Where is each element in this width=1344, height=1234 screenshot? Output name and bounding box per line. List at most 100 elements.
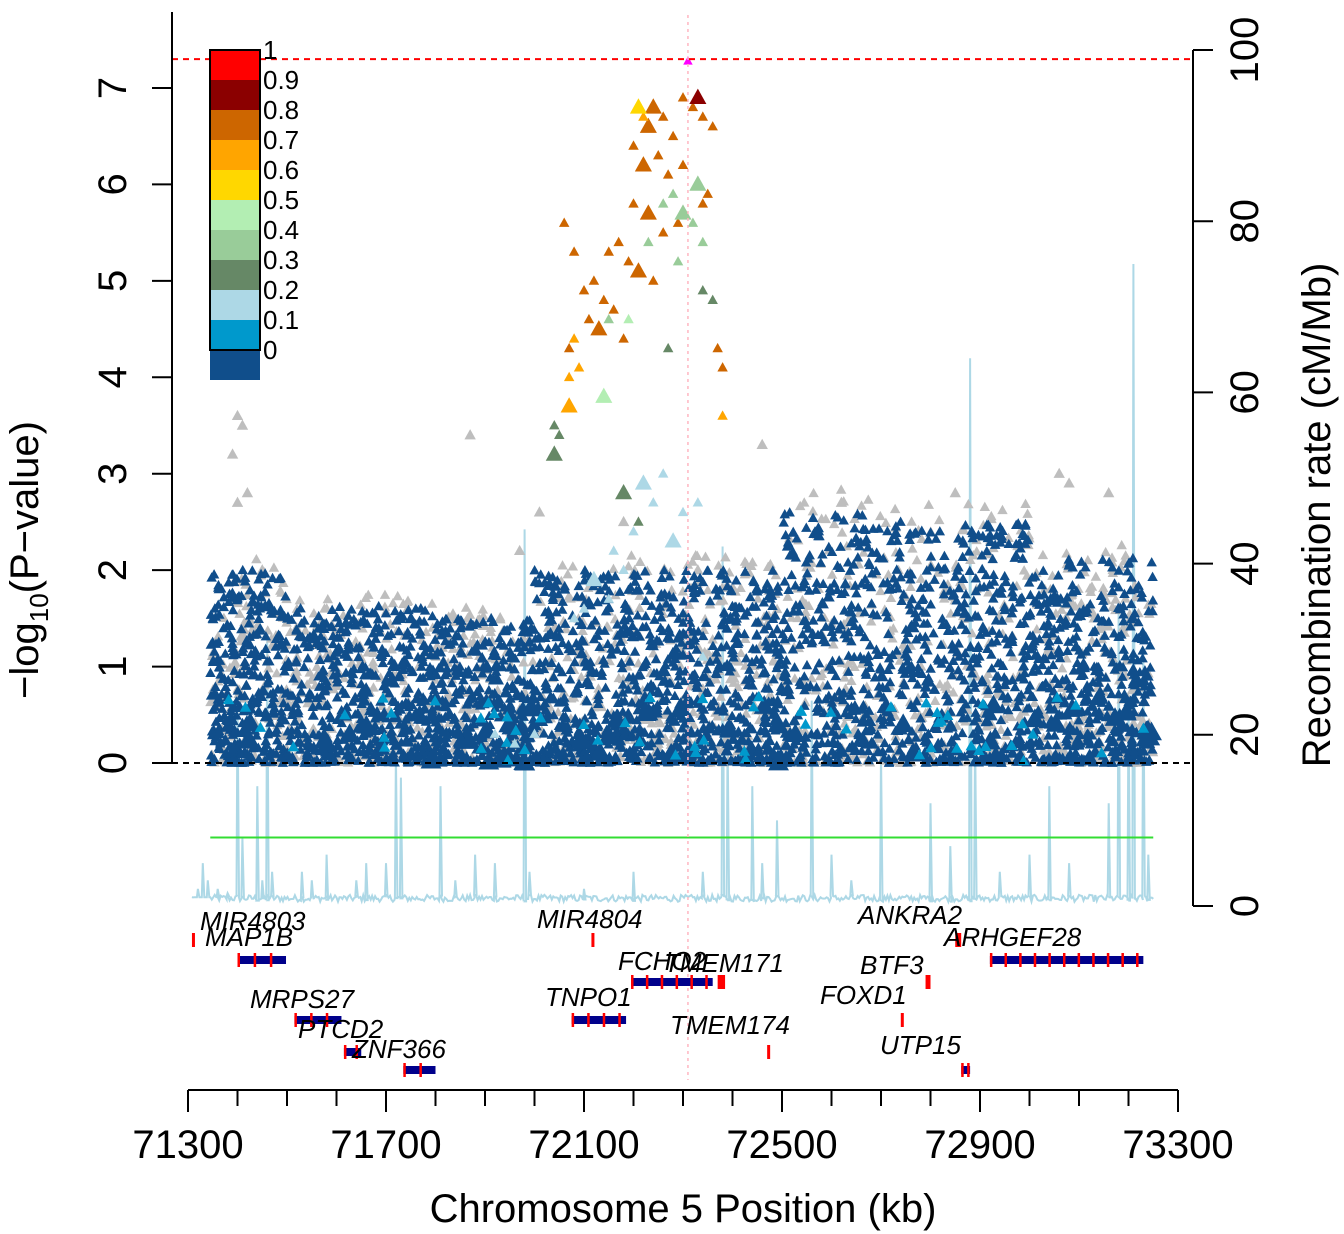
snp-point-r2-0 xyxy=(290,657,302,667)
snp-point-r2-0 xyxy=(514,751,536,771)
snp-point-r2-0 xyxy=(444,707,455,717)
snp-point-r2-0 xyxy=(438,684,450,695)
snp-point-r2-0 xyxy=(700,617,712,627)
snp-point-r2-0 xyxy=(1067,634,1079,644)
snp-point-r2-0 xyxy=(885,717,896,727)
snp-point-r2-0 xyxy=(558,711,569,721)
snp-point-r2-0 xyxy=(967,527,978,538)
snp-point-r2-0 xyxy=(1062,645,1073,656)
snp-point-r2-0 xyxy=(237,729,259,749)
snp-point-r2-0 xyxy=(559,618,571,628)
snp-point-r2-0 xyxy=(1061,618,1072,628)
snp-point-r2-0 xyxy=(348,614,360,624)
snp-point-r2-0 xyxy=(273,573,285,584)
snp-point-r2-0 xyxy=(1107,746,1118,756)
snp-point-r2-missing xyxy=(808,487,819,498)
snp-point-r2-0 xyxy=(436,745,447,755)
snp-point-r2-0 xyxy=(858,683,869,694)
snp-point-r2-missing xyxy=(328,683,339,694)
snp-point-r2-0 xyxy=(249,669,261,679)
snp-point-r2-0 xyxy=(891,645,902,655)
snp-point-r2-0 xyxy=(953,638,964,648)
snp-point-r2-0.1 xyxy=(378,731,390,742)
snp-point-r2-0 xyxy=(880,606,892,617)
snp-point-r2-0 xyxy=(1133,580,1144,590)
snp-point-r2-0 xyxy=(867,523,879,533)
snp-point-r2-0 xyxy=(282,687,293,698)
snp-point-r2-0 xyxy=(802,567,813,578)
snp-point-r2-0 xyxy=(1094,672,1105,682)
snp-point-r2-0 xyxy=(1145,662,1156,672)
snp-point-r2-0 xyxy=(1116,679,1127,689)
snp-point-r2-missing xyxy=(241,487,254,498)
snp-point-r2-0 xyxy=(586,663,597,674)
snp-point-r2-0 xyxy=(335,623,347,634)
snp-point-r2-0 xyxy=(996,531,1007,541)
snp-point-r2-0 xyxy=(907,672,918,683)
snp-point-r2-0 xyxy=(946,670,958,680)
snp-point-r2-0 xyxy=(1116,629,1127,639)
snp-point-r2-0 xyxy=(464,684,475,695)
snp-point-r2-0 xyxy=(1042,739,1054,750)
snp-point-r2-0 xyxy=(885,659,896,670)
snp-point-r2-0 xyxy=(624,751,635,761)
snp-point-r2-0 xyxy=(972,730,983,741)
snp-point-r2-0 xyxy=(602,708,613,718)
snp-point-r2-0 xyxy=(852,508,863,519)
snp-point-r2-0 xyxy=(985,530,996,540)
snp-point-r2-0 xyxy=(831,720,842,730)
snp-point-r2-missing xyxy=(205,696,216,707)
snp-point-r2-missing xyxy=(314,650,325,660)
snp-point-r2-0 xyxy=(1119,588,1130,598)
snp-point-r2-0 xyxy=(732,628,744,638)
snp-point-r2-0 xyxy=(678,574,690,584)
snp-point-r2-0 xyxy=(992,683,1004,693)
snp-point-r2-0 xyxy=(995,537,1006,547)
snp-point-r2-missing xyxy=(1005,711,1017,722)
snp-point-r2-0 xyxy=(1043,665,1054,675)
snp-point-r2-missing xyxy=(707,634,718,644)
snp-point-r2-missing xyxy=(856,500,867,510)
snp-point-r2-0.1 xyxy=(885,701,897,712)
snp-point-r2-0 xyxy=(666,607,678,617)
snp-point-r2-0 xyxy=(1022,725,1033,735)
snp-point-r2-missing xyxy=(562,651,573,662)
snp-point-r2-0 xyxy=(824,661,835,671)
snp-point-r2-0 xyxy=(426,705,438,716)
snp-point-r2-0 xyxy=(810,743,821,754)
snp-point-r2-0 xyxy=(807,636,818,646)
snp-point-r2-0 xyxy=(237,564,248,575)
snp-point-r2-0 xyxy=(623,605,635,615)
snp-point-r2-0 xyxy=(829,749,841,759)
snp-point-r2-0.1 xyxy=(738,745,751,756)
snp-point-r2-0 xyxy=(711,584,722,594)
snp-point-r2-0 xyxy=(209,603,221,613)
snp-point-r2-missing xyxy=(1061,548,1072,558)
snp-point-r2-0 xyxy=(1113,688,1124,699)
snp-point-r2-0 xyxy=(811,702,823,713)
snp-point-r2-0 xyxy=(853,536,864,547)
snp-point-r2-0 xyxy=(813,604,825,614)
snp-point-r2-0 xyxy=(620,724,631,734)
snp-point-r2-0 xyxy=(234,668,245,679)
snp-point-r2-0 xyxy=(897,738,908,748)
snp-point-r2-0 xyxy=(884,743,895,753)
snp-point-r2-0 xyxy=(986,663,998,673)
snp-point-r2-0 xyxy=(912,679,923,689)
snp-point-r2-0 xyxy=(440,696,451,706)
snp-point-r2-0 xyxy=(794,676,806,686)
snp-point-r2-missing xyxy=(682,559,694,569)
snp-point-r2-0 xyxy=(418,640,430,650)
snp-point-r2-0 xyxy=(1094,685,1106,696)
snp-point-r2-0 xyxy=(501,705,513,715)
snp-point-r2-0 xyxy=(406,666,418,677)
snp-point-r2-0 xyxy=(1051,739,1062,750)
snp-point-r2-0 xyxy=(863,656,875,667)
snp-point-r2-0 xyxy=(553,749,564,759)
snp-point-r2-missing xyxy=(863,494,874,504)
snp-point-r2-0 xyxy=(1021,610,1032,621)
snp-point-r2-0 xyxy=(1126,740,1138,750)
snp-point-r2-0 xyxy=(957,727,968,738)
snp-point-r2-missing xyxy=(794,500,806,511)
snp-point-r2-0.7 xyxy=(644,98,662,114)
